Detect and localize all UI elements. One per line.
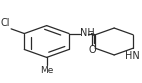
Text: Cl: Cl <box>1 18 11 28</box>
Text: Me: Me <box>40 66 53 75</box>
Text: NH: NH <box>80 28 95 38</box>
Text: O: O <box>89 45 96 55</box>
Text: HN: HN <box>125 51 140 62</box>
